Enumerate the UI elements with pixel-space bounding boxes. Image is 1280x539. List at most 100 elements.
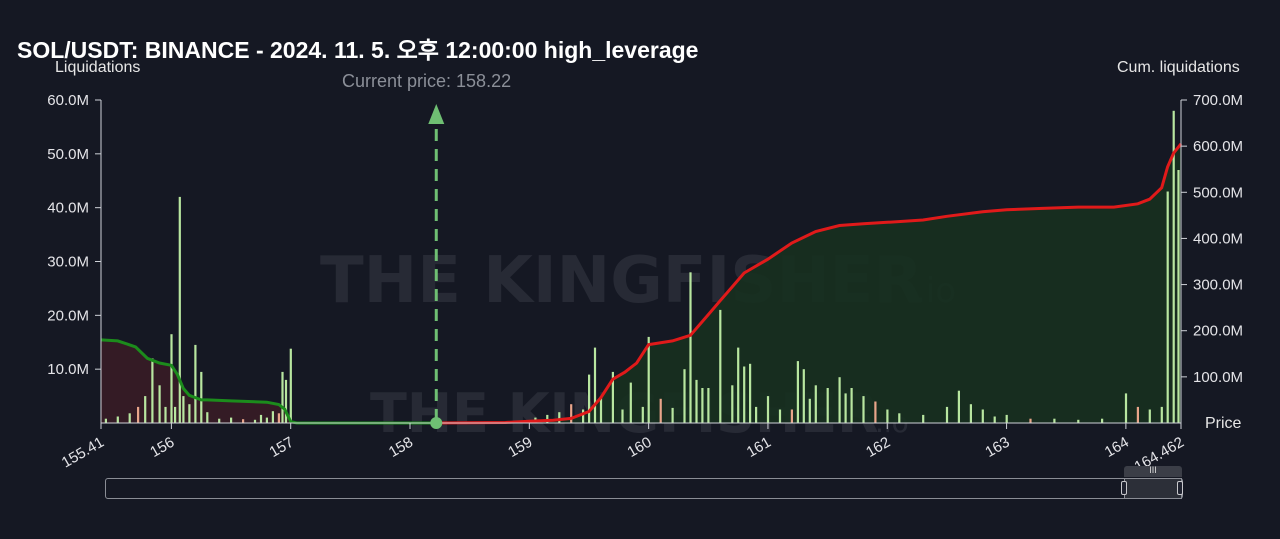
liquidation-bar bbox=[886, 409, 889, 423]
liquidation-bar bbox=[898, 413, 901, 423]
liquidation-bar bbox=[151, 358, 154, 423]
liquidation-bar bbox=[200, 371, 203, 423]
liquidation-bar bbox=[743, 366, 746, 423]
long-cumulative-line bbox=[100, 338, 437, 425]
liquidation-bar bbox=[778, 409, 782, 423]
liquidation-bar bbox=[755, 406, 758, 423]
y2-tick-label: 300.0M bbox=[1193, 277, 1243, 294]
liquidation-bar bbox=[993, 416, 996, 423]
liquidation-bar bbox=[981, 409, 984, 423]
y2-tick-label: 400.0M bbox=[1193, 230, 1243, 247]
liquidation-bar bbox=[945, 406, 949, 423]
current-price-marker bbox=[428, 104, 445, 429]
liquidation-bar bbox=[814, 385, 817, 423]
cumulative-fills bbox=[101, 143, 1181, 424]
liquidation-bar bbox=[695, 379, 698, 423]
liquidation-bar bbox=[253, 419, 257, 423]
liquidation-bar bbox=[802, 369, 805, 423]
liquidation-bar bbox=[174, 406, 177, 423]
price-axis-title: Price bbox=[1205, 415, 1242, 432]
liquidation-bar bbox=[796, 361, 799, 423]
liquidation-bar bbox=[862, 396, 865, 423]
liquidation-bar bbox=[144, 396, 147, 423]
liquidation-bar bbox=[558, 412, 561, 423]
right-axis-title: Cum. liquidations bbox=[1117, 59, 1240, 76]
liquidation-bar bbox=[671, 407, 674, 423]
liquidation-bar bbox=[128, 413, 131, 423]
liquidation-bar bbox=[230, 417, 233, 423]
liquidation-bar bbox=[689, 272, 692, 423]
range-slider-right-handle[interactable] bbox=[1177, 481, 1183, 495]
liquidation-bar bbox=[1166, 191, 1169, 423]
liquidation-bar bbox=[808, 398, 811, 423]
range-slider-window[interactable] bbox=[1124, 478, 1182, 499]
liquidation-bar bbox=[170, 334, 173, 423]
liquidation-bar bbox=[271, 411, 274, 423]
left-axis-title: Liquidations bbox=[55, 59, 141, 76]
x-tick-label: 164 bbox=[1102, 434, 1132, 461]
liquidation-bar bbox=[647, 336, 650, 423]
cumulative-lines bbox=[100, 142, 1183, 425]
liquidation-bar bbox=[1136, 406, 1139, 423]
y2-tick-label: 100.0M bbox=[1193, 369, 1243, 386]
x-tick-label: 163 bbox=[982, 434, 1012, 461]
liquidation-bar bbox=[116, 416, 119, 423]
y-tick-label: 30.0M bbox=[47, 254, 89, 271]
short-cumulative-area bbox=[436, 143, 1181, 424]
x-tick-label: 155.41 bbox=[59, 434, 107, 472]
liquidation-bar bbox=[164, 406, 167, 423]
range-slider-track[interactable] bbox=[105, 478, 1183, 499]
liquidation-bar bbox=[1101, 418, 1104, 423]
liquidation-bar bbox=[1148, 409, 1151, 423]
chart-title: SOL/USDT: BINANCE - 2024. 11. 5. 오후 12:0… bbox=[17, 37, 699, 63]
range-slider-grip[interactable]: III bbox=[1124, 466, 1182, 477]
liquidation-bar bbox=[284, 379, 288, 423]
liquidation-bar bbox=[790, 409, 793, 423]
liquidation-bar bbox=[104, 418, 107, 423]
liquidation-bar bbox=[1177, 170, 1180, 423]
x-tick-label: 156 bbox=[147, 434, 177, 461]
liquidation-bar bbox=[242, 419, 245, 423]
liquidation-bar bbox=[1053, 418, 1056, 423]
liquidation-bar bbox=[641, 406, 644, 423]
liquidation-bar bbox=[281, 371, 284, 423]
liquidation-bar bbox=[701, 388, 704, 423]
liquidation-bar bbox=[1077, 419, 1080, 423]
liquidation-bar bbox=[137, 406, 140, 423]
liquidation-bar bbox=[683, 369, 686, 423]
liquidation-bar bbox=[178, 196, 181, 423]
liquidation-bar bbox=[719, 309, 722, 423]
liquidation-bar bbox=[1029, 418, 1032, 423]
liquidation-bar bbox=[957, 390, 960, 423]
liquidation-bar bbox=[1160, 406, 1163, 423]
liquidation-bar bbox=[838, 377, 841, 423]
short-cumulative-line bbox=[436, 142, 1183, 425]
liquidation-bar bbox=[289, 348, 292, 423]
liquidation-bar bbox=[188, 404, 191, 423]
liquidation-bar bbox=[749, 363, 752, 423]
current-price-arrow-icon bbox=[428, 104, 445, 124]
liquidation-bar bbox=[582, 409, 585, 423]
y-tick-label: 60.0M bbox=[47, 92, 89, 109]
liquidation-bar bbox=[707, 388, 710, 423]
long-cumulative-area bbox=[101, 339, 437, 423]
liquidation-bar bbox=[599, 396, 603, 423]
liquidation-bar bbox=[621, 409, 624, 423]
liquidation-bar bbox=[259, 414, 263, 423]
range-slider-left-handle[interactable] bbox=[1121, 481, 1127, 495]
current-price-dot bbox=[430, 417, 443, 429]
liquidation-bar bbox=[922, 414, 925, 423]
liquidation-bar bbox=[611, 371, 614, 423]
liquidation-bar bbox=[850, 388, 853, 423]
liquidation-bar bbox=[731, 385, 734, 423]
liquidation-bar bbox=[826, 388, 829, 423]
liquidation-bar bbox=[194, 344, 197, 423]
liquidation-bar bbox=[158, 385, 161, 423]
liquidation-bar bbox=[766, 396, 770, 423]
y-tick-label: 40.0M bbox=[47, 200, 89, 217]
y-tick-label: 10.0M bbox=[47, 361, 89, 378]
y-tick-label: 50.0M bbox=[47, 146, 89, 163]
liquidation-bar bbox=[844, 393, 847, 423]
liquidation-bar bbox=[593, 347, 597, 423]
liquidation-bar bbox=[265, 417, 268, 423]
